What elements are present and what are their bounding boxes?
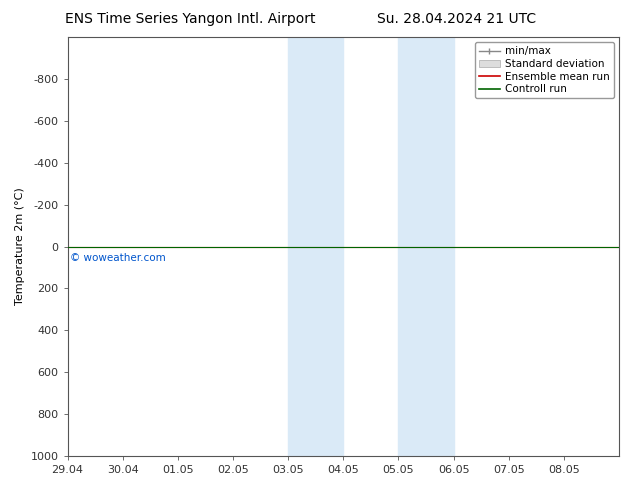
Legend: min/max, Standard deviation, Ensemble mean run, Controll run: min/max, Standard deviation, Ensemble me…	[475, 42, 614, 98]
Y-axis label: Temperature 2m (°C): Temperature 2m (°C)	[15, 188, 25, 305]
Text: ENS Time Series Yangon Intl. Airport: ENS Time Series Yangon Intl. Airport	[65, 12, 316, 26]
Bar	[288, 37, 343, 456]
Text: © woweather.com: © woweather.com	[70, 253, 166, 263]
Bar	[398, 37, 453, 456]
Text: Su. 28.04.2024 21 UTC: Su. 28.04.2024 21 UTC	[377, 12, 536, 26]
